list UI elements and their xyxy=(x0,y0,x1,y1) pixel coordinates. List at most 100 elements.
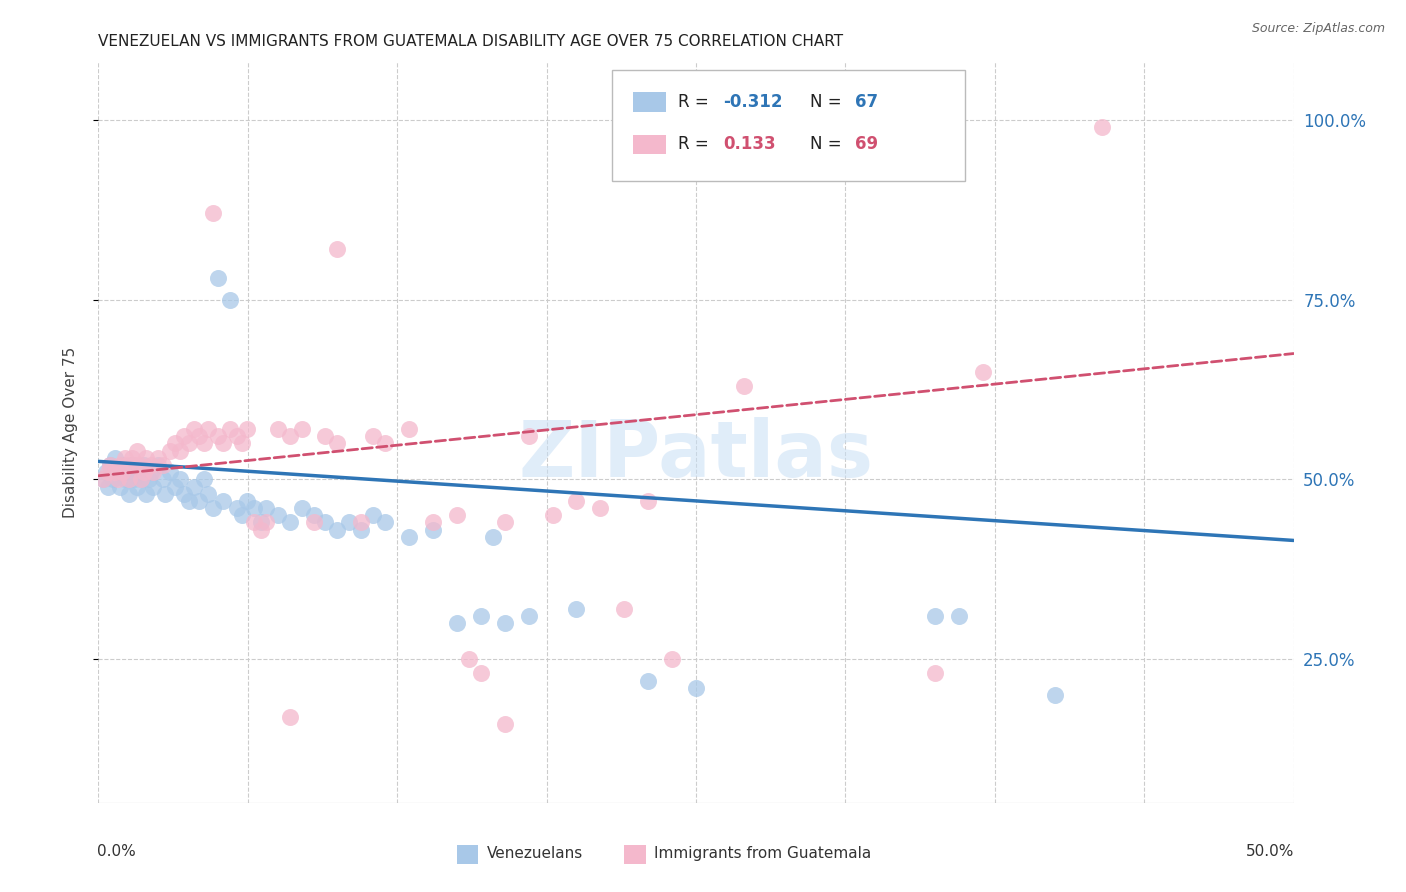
Point xyxy=(98,458,122,472)
Point xyxy=(278,429,301,443)
Point xyxy=(661,652,683,666)
Point xyxy=(97,465,120,479)
Point xyxy=(121,450,143,465)
Point xyxy=(613,601,636,615)
Point xyxy=(142,479,165,493)
Text: 69: 69 xyxy=(855,135,877,153)
Point xyxy=(128,458,150,472)
Point xyxy=(124,458,146,472)
Point xyxy=(104,465,127,479)
Point xyxy=(517,608,540,623)
Bar xyxy=(457,845,478,863)
Point xyxy=(315,429,337,443)
Point xyxy=(193,436,215,450)
Point xyxy=(108,458,131,472)
Text: VENEZUELAN VS IMMIGRANTS FROM GUATEMALA DISABILITY AGE OVER 75 CORRELATION CHART: VENEZUELAN VS IMMIGRANTS FROM GUATEMALA … xyxy=(98,34,844,49)
Point xyxy=(481,530,505,544)
Point xyxy=(494,716,516,731)
Point xyxy=(132,458,155,472)
Point xyxy=(132,465,155,479)
Point xyxy=(211,436,233,450)
Point xyxy=(169,443,191,458)
Point xyxy=(111,458,134,472)
Point xyxy=(235,494,257,508)
Point xyxy=(517,429,540,443)
Point xyxy=(193,472,215,486)
Point xyxy=(207,429,229,443)
Point xyxy=(91,472,114,486)
FancyBboxPatch shape xyxy=(613,70,965,181)
Point xyxy=(187,429,209,443)
Text: 50.0%: 50.0% xyxy=(1246,844,1295,858)
Text: 0.133: 0.133 xyxy=(724,135,776,153)
Point xyxy=(972,365,994,379)
Point xyxy=(254,516,277,530)
Text: Venezuelans: Venezuelans xyxy=(486,847,583,862)
Point xyxy=(219,293,242,307)
Point xyxy=(202,206,225,220)
Point xyxy=(589,501,612,516)
Point xyxy=(211,494,233,508)
Point xyxy=(152,472,174,486)
Point xyxy=(197,486,219,500)
Point xyxy=(163,479,186,493)
Point xyxy=(114,450,136,465)
Point xyxy=(152,458,174,472)
Point xyxy=(135,486,157,500)
Point xyxy=(159,465,181,479)
Point xyxy=(128,465,150,479)
Point xyxy=(302,508,325,523)
Point xyxy=(541,508,564,523)
Point xyxy=(458,652,481,666)
Text: -0.312: -0.312 xyxy=(724,93,783,111)
Point xyxy=(104,450,127,465)
Point xyxy=(97,479,120,493)
Point xyxy=(219,422,242,436)
Point xyxy=(446,616,468,631)
Point xyxy=(115,465,138,479)
Point xyxy=(111,465,134,479)
Point xyxy=(1091,120,1114,135)
Bar xyxy=(633,93,666,112)
Text: 67: 67 xyxy=(855,93,877,111)
Point xyxy=(422,523,444,537)
Point xyxy=(374,436,396,450)
Point xyxy=(315,516,337,530)
Point xyxy=(118,486,141,500)
Point xyxy=(235,422,257,436)
Point xyxy=(231,508,253,523)
Point xyxy=(107,472,129,486)
Point xyxy=(101,472,124,486)
Point xyxy=(148,458,170,472)
Point xyxy=(124,472,146,486)
Point xyxy=(91,472,114,486)
Point xyxy=(243,516,266,530)
Point xyxy=(125,443,148,458)
Point xyxy=(326,523,349,537)
Point xyxy=(278,516,301,530)
Text: R =: R = xyxy=(678,135,714,153)
Point xyxy=(131,472,153,486)
Point xyxy=(446,508,468,523)
Point xyxy=(1043,688,1066,702)
Point xyxy=(139,465,162,479)
Text: Source: ZipAtlas.com: Source: ZipAtlas.com xyxy=(1251,22,1385,36)
Bar xyxy=(633,135,666,154)
Point xyxy=(637,494,659,508)
Point xyxy=(326,436,349,450)
Point xyxy=(924,666,946,681)
Point xyxy=(183,479,205,493)
Point xyxy=(187,494,209,508)
Point xyxy=(470,608,492,623)
Bar xyxy=(624,845,645,863)
Point xyxy=(565,494,588,508)
Point xyxy=(108,479,131,493)
Point xyxy=(494,516,516,530)
Point xyxy=(155,486,177,500)
Point xyxy=(121,458,143,472)
Point xyxy=(948,608,970,623)
Point xyxy=(291,422,314,436)
Point xyxy=(350,516,373,530)
Point xyxy=(226,429,249,443)
Point xyxy=(231,436,253,450)
